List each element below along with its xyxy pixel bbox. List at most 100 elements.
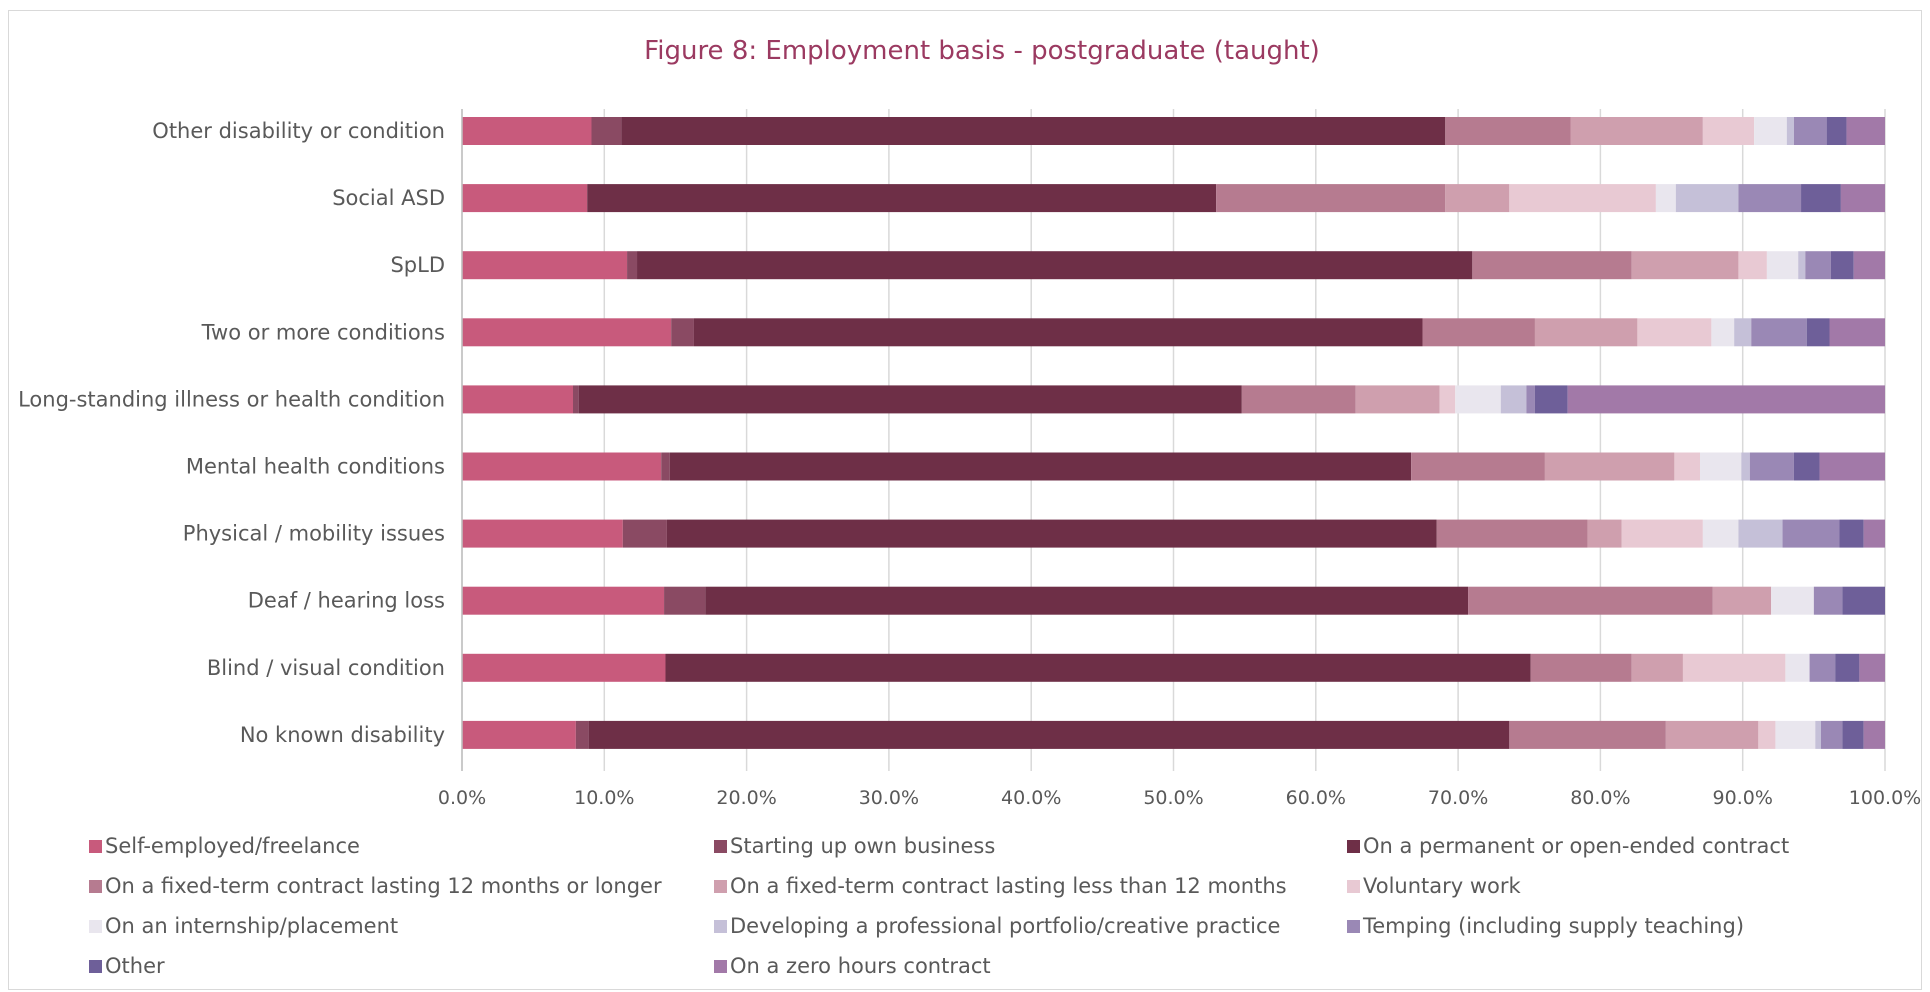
bar-segment bbox=[572, 385, 579, 414]
legend-label: Temping (including supply teaching) bbox=[1362, 914, 1744, 938]
bar-segment bbox=[578, 385, 1242, 414]
bar-segment bbox=[1631, 251, 1739, 280]
bar-segment bbox=[1754, 117, 1787, 145]
legend-label: Developing a professional portfolio/crea… bbox=[730, 914, 1280, 938]
legend-label: On an internship/placement bbox=[105, 914, 398, 938]
bar-segment bbox=[1741, 452, 1750, 481]
legend-label: Voluntary work bbox=[1363, 874, 1522, 898]
bar-segment bbox=[1534, 385, 1568, 414]
bar-segment bbox=[1785, 653, 1810, 682]
bar-segment bbox=[1738, 184, 1802, 213]
category-label: Two or more conditions bbox=[201, 320, 445, 344]
bar-segment bbox=[1815, 720, 1821, 749]
chart-frame: Figure 8: Employment basis - postgraduat… bbox=[8, 10, 1922, 990]
bar-segment bbox=[462, 452, 662, 481]
bar-segment bbox=[1587, 519, 1622, 548]
bar-segment bbox=[1813, 586, 1843, 615]
bar-segment bbox=[1500, 385, 1527, 414]
bar-segment bbox=[1842, 720, 1864, 749]
bar-segment bbox=[462, 720, 576, 749]
bar-segment bbox=[664, 586, 706, 615]
category-label: No known disability bbox=[240, 723, 445, 747]
bar-segment bbox=[693, 318, 1423, 347]
bar-segment bbox=[1830, 251, 1854, 280]
bar-segment bbox=[1509, 720, 1666, 749]
bar-segment bbox=[665, 653, 1531, 682]
bar-segment bbox=[666, 519, 1437, 548]
bars bbox=[462, 117, 1885, 749]
legend-label: Other bbox=[105, 954, 165, 978]
bar-segment bbox=[1674, 452, 1701, 481]
legend-swatch bbox=[714, 880, 727, 893]
bar-segment bbox=[591, 117, 622, 145]
bar-segment bbox=[1526, 385, 1535, 414]
bar-segment bbox=[1853, 251, 1885, 280]
bar-segment bbox=[1786, 117, 1794, 145]
bar-segment bbox=[462, 184, 588, 213]
bar-segment bbox=[1702, 117, 1755, 145]
x-tick-label: 30.0% bbox=[859, 787, 919, 809]
bar-segment bbox=[1567, 385, 1885, 414]
bar-segment bbox=[1411, 452, 1545, 481]
legend-swatch bbox=[1347, 920, 1360, 933]
x-tick-label: 60.0% bbox=[1286, 787, 1346, 809]
bar-segment bbox=[1530, 653, 1632, 682]
bar-segment bbox=[1637, 318, 1712, 347]
bar-segment bbox=[661, 452, 670, 481]
legend-label: Starting up own business bbox=[730, 834, 995, 858]
bar-segment bbox=[1445, 184, 1510, 213]
bar-segment bbox=[462, 318, 672, 347]
bar-segment bbox=[1771, 586, 1814, 615]
bar-segment bbox=[462, 519, 623, 548]
bar-segment bbox=[1835, 653, 1860, 682]
category-label: Other disability or condition bbox=[152, 119, 445, 143]
legend-swatch bbox=[1347, 880, 1360, 893]
legend-swatch bbox=[89, 840, 102, 853]
bar-segment bbox=[1775, 720, 1816, 749]
x-tick-label: 20.0% bbox=[716, 787, 776, 809]
bar-segment bbox=[1749, 452, 1794, 481]
bar-segment bbox=[1216, 184, 1446, 213]
bar-segment bbox=[1766, 251, 1799, 280]
bar-segment bbox=[462, 117, 592, 145]
bar-segment bbox=[622, 519, 667, 548]
bar-segment bbox=[1712, 586, 1772, 615]
bar-segment bbox=[1436, 519, 1588, 548]
bar-segment bbox=[1509, 184, 1656, 213]
bar-segment bbox=[462, 586, 665, 615]
bar-segment bbox=[1758, 720, 1776, 749]
legend-label: On a fixed-term contract lasting 12 mont… bbox=[105, 874, 662, 898]
legend-label: Self-employed/freelance bbox=[105, 834, 360, 858]
legend-swatch bbox=[714, 920, 727, 933]
x-tick-label: 100.0% bbox=[1849, 787, 1921, 809]
x-tick-label: 80.0% bbox=[1570, 787, 1630, 809]
bar-segment bbox=[1544, 452, 1675, 481]
bar-segment bbox=[462, 653, 666, 682]
bar-segment bbox=[1751, 318, 1807, 347]
bar-segment bbox=[1468, 586, 1713, 615]
bar-segment bbox=[1793, 452, 1820, 481]
legend-swatch bbox=[89, 920, 102, 933]
bar-segment bbox=[1455, 385, 1501, 414]
bar-segment bbox=[1472, 251, 1632, 280]
bar-segment bbox=[1241, 385, 1356, 414]
legend: Self-employed/freelance Starting up own b… bbox=[89, 834, 1789, 978]
bar-segment bbox=[1793, 117, 1827, 145]
bar-segment bbox=[1839, 519, 1864, 548]
bar-segment bbox=[637, 251, 1473, 280]
bar-segment bbox=[1439, 385, 1456, 414]
bar-segment bbox=[1711, 318, 1735, 347]
bar-segment bbox=[1738, 251, 1767, 280]
bar-segment bbox=[1621, 519, 1703, 548]
bar-segment bbox=[1806, 318, 1830, 347]
bar-segment bbox=[1700, 452, 1742, 481]
bar-segment bbox=[1782, 519, 1840, 548]
category-label: SpLD bbox=[390, 253, 445, 277]
category-label: Deaf / hearing loss bbox=[248, 589, 445, 613]
bar-segment bbox=[1842, 586, 1885, 615]
bar-segment bbox=[1840, 184, 1885, 213]
bar-segment bbox=[1702, 519, 1739, 548]
bar-segment bbox=[1819, 452, 1885, 481]
bar-segment bbox=[1829, 318, 1885, 347]
chart-title: Figure 8: Employment basis - postgraduat… bbox=[644, 36, 1320, 66]
